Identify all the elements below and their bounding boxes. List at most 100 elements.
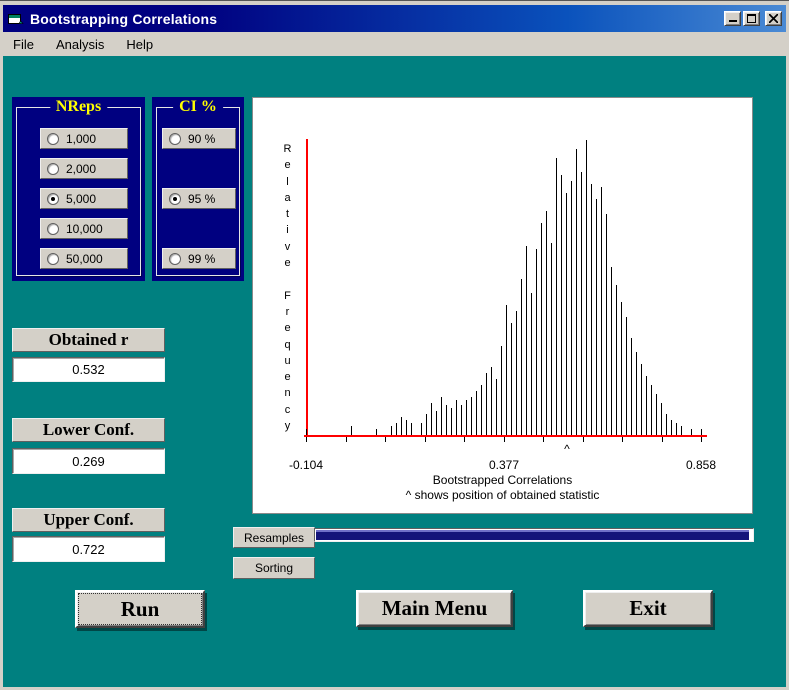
histogram-spike [606,214,607,435]
histogram-spike [626,317,627,435]
radio-icon [47,162,59,175]
nreps-option-label: 2,000 [66,161,97,176]
radio-icon [47,132,59,145]
y-axis-title-letter: i [286,224,289,237]
main-menu-button[interactable]: Main Menu [356,590,513,627]
exit-button[interactable]: Exit [583,590,713,627]
histogram-spike [616,285,617,435]
x-axis-tick [622,437,623,442]
histogram-spike [461,405,462,435]
obtained-r-label: Obtained r [12,328,165,352]
ci-title: CI % [173,97,223,116]
ci-option-label: 99 % [188,251,216,266]
run-button[interactable]: Run [75,590,205,628]
y-axis-title-letter: n [284,387,291,400]
nreps-option-50000[interactable]: 50,000 [40,248,128,269]
y-axis-line [306,139,308,437]
radio-icon [169,132,181,145]
y-axis-title-letter: y [284,420,291,433]
radio-icon [47,192,59,205]
ci-option-90[interactable]: 90 % [162,128,236,149]
resamples-progress-bar [314,528,754,542]
y-axis-title-letter: t [285,208,290,221]
histogram-spike [516,311,517,435]
nreps-option-10000[interactable]: 10,000 [40,218,128,239]
histogram-spike [671,420,672,435]
histogram-spike [551,243,552,435]
histogram-spike [531,293,532,435]
ci-option-95[interactable]: 95 % [162,188,236,209]
histogram-spike [441,397,442,435]
minimize-button[interactable] [724,11,741,26]
close-icon [769,14,778,23]
y-axis-title-letter: e [284,257,291,270]
maximize-button[interactable] [743,11,760,26]
x-axis-title: Bootstrapped Correlations [432,473,573,487]
upper-conf-value[interactable]: 0.722 [12,536,165,562]
lower-conf-value[interactable]: 0.269 [12,448,165,474]
radio-icon [47,252,59,265]
x-tick-label: 0.858 [685,458,717,472]
sorting-label: Sorting [233,557,315,579]
nreps-option-label: 10,000 [66,221,103,236]
histogram-spike [546,211,547,435]
histogram-spike [411,423,412,435]
window-controls [724,11,782,26]
histogram-spike [501,346,502,435]
histogram-spike [306,429,307,435]
histogram-spike [436,411,437,435]
x-axis-tick [385,437,386,442]
close-button[interactable] [765,11,782,26]
histogram-spike [571,181,572,435]
nreps-option-label: 1,000 [66,131,97,146]
y-axis-title-letter: R [283,143,292,155]
histogram-spike [351,426,352,435]
window-title: Bootstrapping Correlations [30,10,218,27]
y-axis-title-letter: u [284,354,291,367]
histogram-spike [511,323,512,435]
menu-help[interactable]: Help [126,36,154,52]
menu-bar: File Analysis Help [3,32,786,56]
histogram-spike [526,246,527,435]
histogram-spike [376,429,377,435]
histogram-chart: ^ -0.104 0.377 0.858 Bootstrapped Correlatio… [252,97,753,514]
title-bar[interactable]: Bootstrapping Correlations [3,5,786,32]
obtained-r-value[interactable]: 0.532 [12,357,165,382]
menu-analysis[interactable]: Analysis [55,36,105,52]
x-axis-tick [503,437,505,442]
nreps-option-2000[interactable]: 2,000 [40,158,128,179]
radio-icon [169,192,181,205]
ci-group: CI % 90 % 95 % 99 % [152,97,244,281]
histogram-spike [631,338,632,435]
menu-file[interactable]: File [13,36,34,52]
histogram-spike [406,420,407,435]
y-axis-title-letter: e [284,322,291,335]
upper-conf-label: Upper Conf. [12,508,165,532]
histogram-spike [646,376,647,435]
histogram-spike [491,367,492,435]
histogram-spike [681,426,682,435]
y-axis-title-letter: e [284,159,291,172]
histogram-spike [566,193,567,435]
histogram-spike [601,187,602,435]
y-axis-title-letter: q [284,338,291,351]
histogram-spike [466,400,467,435]
y-axis-title-letter [279,271,296,287]
ci-option-99[interactable]: 99 % [162,248,236,269]
y-axis-title-letter: F [284,289,291,302]
x-axis-tick [345,437,347,442]
histogram-spike [536,249,537,435]
histogram-spike [641,364,642,435]
nreps-option-5000[interactable]: 5,000 [40,188,128,209]
radio-icon [169,252,181,265]
histogram-spike [401,417,402,435]
histogram-spike [541,223,542,435]
histogram-spike [611,267,612,435]
client-area: NReps 1,000 2,000 5,000 10,000 50,000 CI % 9… [3,56,786,687]
nreps-option-1000[interactable]: 1,000 [40,128,128,149]
app-icon [8,14,24,24]
histogram-spike [471,397,472,435]
histogram-spike [586,140,587,435]
histogram-spike [456,400,457,435]
